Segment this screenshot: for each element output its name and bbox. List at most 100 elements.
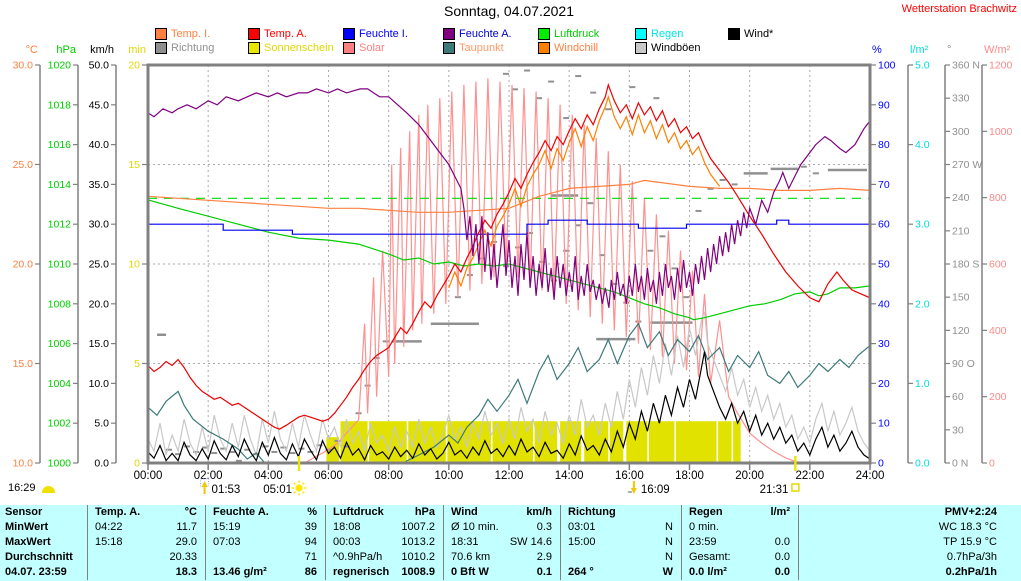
legend-item-temp-i: Temp. I. (155, 28, 210, 40)
axis-unit-celsius: °C (26, 44, 38, 56)
table-cell: Luftdruck hPa (325, 505, 443, 520)
legend-item-luftdruck: Luftdruck (538, 28, 599, 40)
table-cell: 23:59 0.0 (681, 535, 798, 550)
table-value: 29.0 (175, 536, 197, 548)
axis-tick-label-wm2: 800 (989, 192, 1007, 204)
table-value: 18.3 (175, 566, 197, 578)
table-value: 0.0 (774, 551, 790, 563)
x-tick-label: 12:00 (495, 470, 524, 482)
series-feuchte-i (148, 219, 870, 235)
table-cell: 0 min. (681, 520, 798, 535)
table-value: 11.7 (176, 521, 197, 533)
axis-tick-label-kmh: 35.0 (89, 179, 110, 191)
table-cell: WC 18.3 °C (798, 520, 1021, 535)
table-cell: regnerisch 1008.9 (325, 565, 443, 580)
sun-marker-time: 16:09 (641, 484, 670, 496)
table-value: 15:00 (568, 536, 596, 548)
table-value: 0.2hPa/1h (945, 566, 997, 578)
table-cell: 04.07. 23:59 (0, 565, 87, 580)
table-cell: Regen l/m² (681, 505, 798, 520)
table-value: WC 18.3 °C (938, 521, 997, 533)
axis-tick-label-lm2: 4.0 (915, 139, 930, 151)
axis-tick-label-kmh: 40.0 (89, 139, 110, 151)
x-tick-label: 22:00 (795, 470, 824, 482)
axis-tick-label-kmh: 25.0 (89, 259, 110, 271)
table-value: W (662, 566, 673, 578)
table-value: 00:03 (333, 536, 361, 548)
axis-tick-label-pct: 30 (878, 338, 890, 350)
table-value: 2.9 (536, 551, 552, 563)
table-value: 0.7hPa/3h (946, 551, 997, 563)
table-value: TP 15.9 °C (943, 536, 997, 548)
x-tick-label: 00:00 (134, 470, 163, 482)
axis-tick-label-min: 20 (128, 60, 140, 72)
table-cell: 0.0 l/m² 0.0 (681, 565, 798, 580)
axis-tick-label-lm2: 2.0 (915, 298, 930, 310)
table-value: 0 min. (689, 521, 719, 533)
axis-tick-label-wm2: 1200 (989, 60, 1013, 72)
legend-label: Richtung (171, 42, 215, 54)
series-sonnenschein-block (534, 421, 558, 462)
sunset-icon (791, 483, 800, 492)
legend-item-wind: Wind* (728, 28, 773, 40)
table-cell: Gesamt: 0.0 (681, 550, 798, 565)
axis-tick-label-deg: 180 S (952, 259, 979, 271)
x-tick-label: 10:00 (434, 470, 463, 482)
sun-event-tick (297, 456, 301, 471)
table-value: 264 ° (568, 566, 594, 578)
table-cell: Wind km/h (443, 505, 560, 520)
table-value: 0.3 (536, 521, 552, 533)
table-cell: 15:18 29.0 (87, 535, 205, 550)
luftdruck-swatch-icon (538, 28, 550, 40)
legend-label: Feuchte I. (359, 28, 408, 40)
series-taupunkt (148, 322, 870, 463)
plot-frame (146, 63, 872, 465)
sun-marker-time: 01:53 (212, 484, 241, 496)
axis-tick-label-min: 5 (134, 358, 140, 370)
table-value: 71 (304, 551, 317, 563)
legend-label: Windchill (554, 42, 599, 54)
page-title: Sonntag, 04.07.2021 (443, 3, 574, 19)
series-windb-en (148, 311, 870, 458)
axis-tick-label-kmh: 5.0 (94, 418, 109, 430)
table-value: PMV+2:24 (944, 506, 997, 518)
legend-label: Windböen (651, 42, 701, 54)
windchill-swatch-icon (538, 42, 550, 54)
legend-item-taupunkt: Taupunkt (443, 42, 504, 54)
table-value: 15:19 (213, 521, 241, 533)
axis-tick-label-wm2: 0 (989, 458, 995, 470)
table-cell: MaxWert (0, 535, 87, 550)
legend-item-sonnenschein: Sonnenschein (248, 42, 334, 54)
axis-tick-label-celsius: 25.0 (13, 159, 34, 171)
axis-tick-label-kmh: 45.0 (89, 99, 110, 111)
table-cell: Ø 10 min. 0.3 (443, 520, 560, 535)
table-value: N (665, 536, 673, 548)
x-tick-label: 06:00 (314, 470, 343, 482)
setting-moon-icon (41, 486, 55, 493)
axis-tick-label-deg: 60 (952, 391, 964, 403)
table-cell: 18:08 1007.2 (325, 520, 443, 535)
axis-tick-label-wm2: 600 (989, 259, 1007, 271)
axis-tick-label-deg: 330 (952, 93, 970, 105)
table-header-row: Sensor Temp. A. °C Feuchte A.% Luftdruck hPa W… (0, 505, 1021, 520)
table-value: 20.33 (169, 551, 197, 563)
series-sonnenschein-block (609, 421, 624, 462)
axis-tick-label-deg: 270 W (952, 159, 982, 171)
axis-tick-label-deg: 210 (952, 225, 970, 237)
table-value: ^0.9hPa/h (333, 551, 383, 563)
table-cell: 71 (205, 550, 325, 565)
axis-tick-label-kmh: 15.0 (89, 338, 110, 350)
axis-unit-hpa: hPa (56, 44, 76, 56)
table-cell: 15:19 39 (205, 520, 325, 535)
axis-unit-deg: ° (947, 44, 951, 56)
series-feuchte-a (148, 88, 870, 308)
axis-tick-label-deg: 150 (952, 292, 970, 304)
temp-a-swatch-icon (248, 28, 260, 40)
axis-tick-label-pct: 100 (878, 60, 896, 72)
table-value: 1008.9 (401, 566, 435, 578)
moonrise-icon (200, 478, 210, 494)
regen-swatch-icon (635, 28, 647, 40)
legend-label: Wind* (744, 28, 774, 40)
axis-tick-label-min: 10 (128, 259, 140, 271)
